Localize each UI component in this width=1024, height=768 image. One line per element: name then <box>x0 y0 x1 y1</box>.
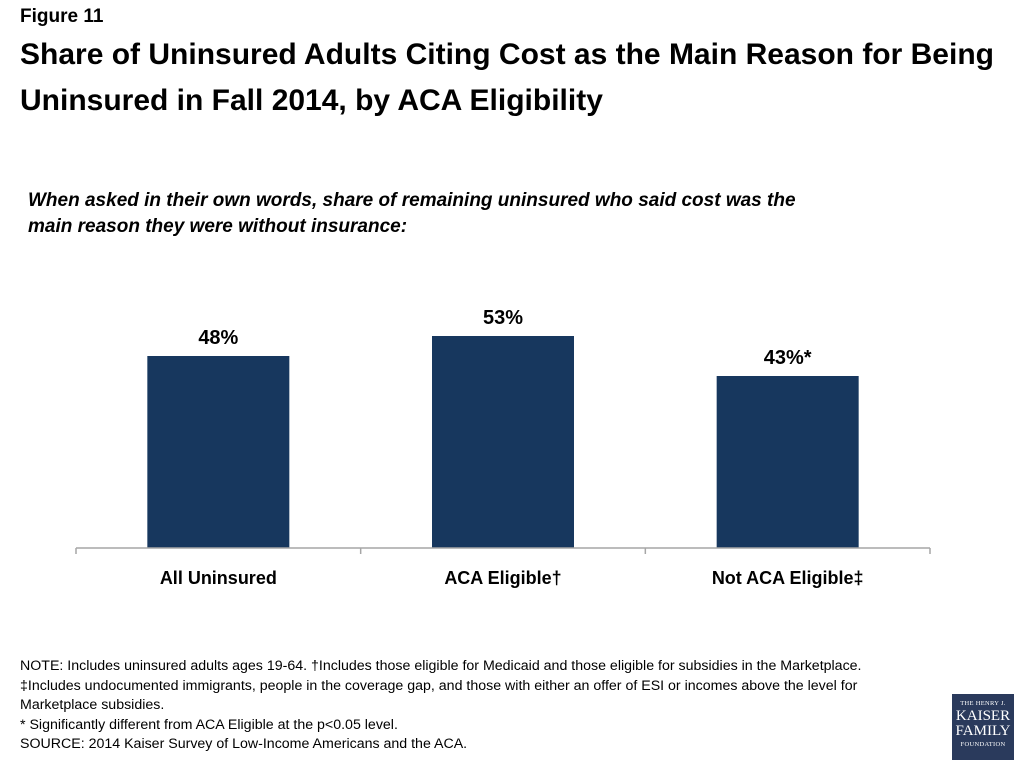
category-label: ACA Eligible† <box>444 568 561 588</box>
logo-line: KAISER <box>955 708 1011 724</box>
data-label: 43%* <box>764 347 812 369</box>
source-note: SOURCE: 2014 Kaiser Survey of Low-Income… <box>20 736 468 752</box>
notes: NOTE: Includes uninsured adults ages 19-… <box>20 657 920 755</box>
note-text: NOTE: Includes uninsured adults ages 19-… <box>20 658 862 713</box>
chart-title: Share of Uninsured Adults Citing Cost as… <box>20 38 994 117</box>
bar-chart: 48% All Uninsured 53% ACA Eligible† 43%* Not … <box>75 307 931 588</box>
category-label: Not ACA Eligible‡ <box>712 568 864 588</box>
logo-line: THE HENRY J. <box>960 700 1006 707</box>
bar <box>147 356 290 548</box>
data-label: 48% <box>198 327 238 349</box>
figure-label: Figure 11 <box>20 6 104 27</box>
chart-subtitle: When asked in their own words, share of … <box>28 190 796 237</box>
significance-note: * Significantly different from ACA Eligi… <box>20 716 398 733</box>
category-label: All Uninsured <box>160 568 277 588</box>
logo-line: FAMILY <box>955 723 1011 739</box>
bar <box>716 376 859 548</box>
data-label: 53% <box>483 307 523 329</box>
logo-line: FOUNDATION <box>960 741 1006 748</box>
kff-logo: THE HENRY J. KAISER FAMILY FOUNDATION <box>952 694 1014 760</box>
bar <box>432 336 574 548</box>
